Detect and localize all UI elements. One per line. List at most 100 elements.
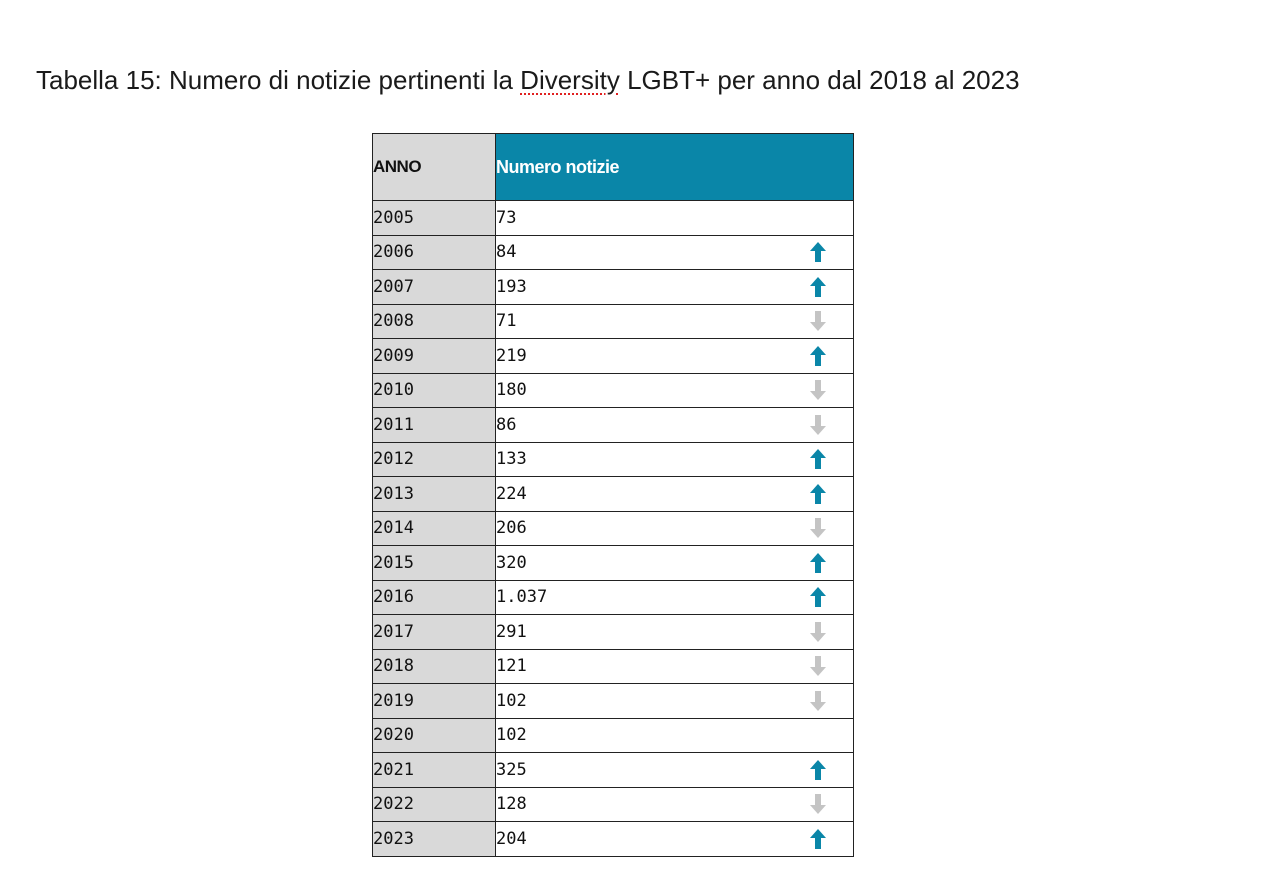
table-row: 2005 73: [372, 200, 854, 236]
arrow-down-icon: [810, 311, 826, 332]
count-value: 180: [496, 380, 527, 401]
table-row: 2020 102: [372, 717, 854, 753]
count-cell: 219: [495, 338, 854, 374]
year-cell: 2005: [372, 200, 496, 236]
column-header-year: ANNO: [372, 133, 496, 201]
table-row: 2012 133: [372, 441, 854, 477]
count-cell: 325: [495, 752, 854, 788]
table-row: 2008 71: [372, 303, 854, 339]
table-row: 2013 224: [372, 476, 854, 512]
count-value: 219: [496, 345, 527, 366]
count-cell: 320: [495, 545, 854, 581]
count-cell: 1.037: [495, 579, 854, 615]
table-row: 2010 180: [372, 372, 854, 408]
table-row: 2006 84: [372, 234, 854, 270]
table-row: 2022 128: [372, 786, 854, 822]
count-cell: 102: [495, 683, 854, 719]
count-value: 1.037: [496, 587, 548, 608]
count-value: 206: [496, 518, 527, 539]
year-cell: 2011: [372, 407, 496, 443]
count-value: 224: [496, 483, 527, 504]
arrow-down-icon: [810, 414, 826, 435]
year-cell: 2023: [372, 821, 496, 857]
table-header-row: ANNO Numero notizie: [372, 133, 854, 201]
year-cell: 2007: [372, 269, 496, 305]
table-row: 2014 206: [372, 510, 854, 546]
count-value: 133: [496, 449, 527, 470]
arrow-up-icon: [810, 587, 826, 608]
table-row: 2016 1.037: [372, 579, 854, 615]
count-cell: 206: [495, 510, 854, 546]
count-value: 320: [496, 552, 527, 573]
arrow-up-icon: [810, 276, 826, 297]
year-cell: 2021: [372, 752, 496, 788]
table-row: 2021 325: [372, 752, 854, 788]
count-cell: 84: [495, 234, 854, 270]
count-cell: 180: [495, 372, 854, 408]
arrow-up-icon: [810, 345, 826, 366]
count-value: 291: [496, 621, 527, 642]
table-body: 2005 73 2006 84 2007 193 2008 71 2009 219 2010 180 2…: [372, 200, 854, 857]
count-cell: 86: [495, 407, 854, 443]
year-cell: 2017: [372, 614, 496, 650]
arrow-down-icon: [810, 690, 826, 711]
news-count-table: ANNO Numero notizie 2005 73 2006 84 2007 193 2…: [372, 133, 854, 857]
table-row: 2019 102: [372, 683, 854, 719]
year-cell: 2015: [372, 545, 496, 581]
table-row: 2015 320: [372, 545, 854, 581]
year-cell: 2014: [372, 510, 496, 546]
year-cell: 2018: [372, 648, 496, 684]
year-cell: 2006: [372, 234, 496, 270]
count-value: 71: [496, 311, 517, 332]
arrow-down-icon: [810, 656, 826, 677]
year-cell: 2012: [372, 441, 496, 477]
count-value: 193: [496, 276, 527, 297]
count-cell: 204: [495, 821, 854, 857]
table-row: 2007 193: [372, 269, 854, 305]
count-cell: 128: [495, 786, 854, 822]
arrow-up-icon: [810, 828, 826, 849]
caption-prefix: Tabella 15: Numero di notizie pertinenti…: [36, 65, 521, 95]
table-row: 2018 121: [372, 648, 854, 684]
arrow-up-icon: [810, 449, 826, 470]
arrow-up-icon: [810, 552, 826, 573]
year-cell: 2009: [372, 338, 496, 374]
count-cell: 224: [495, 476, 854, 512]
arrow-down-icon: [810, 794, 826, 815]
count-value: 73: [496, 207, 517, 228]
arrow-down-icon: [810, 518, 826, 539]
count-cell: 71: [495, 303, 854, 339]
count-value: 84: [496, 242, 517, 263]
count-cell: 121: [495, 648, 854, 684]
arrow-down-icon: [810, 380, 826, 401]
table-row: 2023 204: [372, 821, 854, 857]
arrow-up-icon: [810, 483, 826, 504]
year-cell: 2020: [372, 717, 496, 753]
year-cell: 2010: [372, 372, 496, 408]
table-caption: Tabella 15: Numero di notizie pertinenti…: [36, 62, 1020, 98]
count-value: 121: [496, 656, 527, 677]
arrow-up-icon: [810, 759, 826, 780]
table-row: 2017 291: [372, 614, 854, 650]
count-cell: 193: [495, 269, 854, 305]
table-row: 2009 219: [372, 338, 854, 374]
caption-suffix: LGBT+ per anno dal 2018 al 2023: [619, 65, 1020, 95]
year-cell: 2013: [372, 476, 496, 512]
year-cell: 2019: [372, 683, 496, 719]
count-value: 86: [496, 414, 517, 435]
count-cell: 291: [495, 614, 854, 650]
count-value: 102: [496, 690, 527, 711]
arrow-up-icon: [810, 242, 826, 263]
count-value: 325: [496, 759, 527, 780]
column-header-count: Numero notizie: [495, 133, 854, 201]
caption-flagged-word: Diversity: [520, 65, 620, 95]
count-value: 102: [496, 725, 527, 746]
year-cell: 2022: [372, 786, 496, 822]
year-cell: 2016: [372, 579, 496, 615]
count-cell: 133: [495, 441, 854, 477]
count-cell: 73: [495, 200, 854, 236]
count-value: 204: [496, 828, 527, 849]
count-value: 128: [496, 794, 527, 815]
arrow-down-icon: [810, 621, 826, 642]
count-cell: 102: [495, 717, 854, 753]
